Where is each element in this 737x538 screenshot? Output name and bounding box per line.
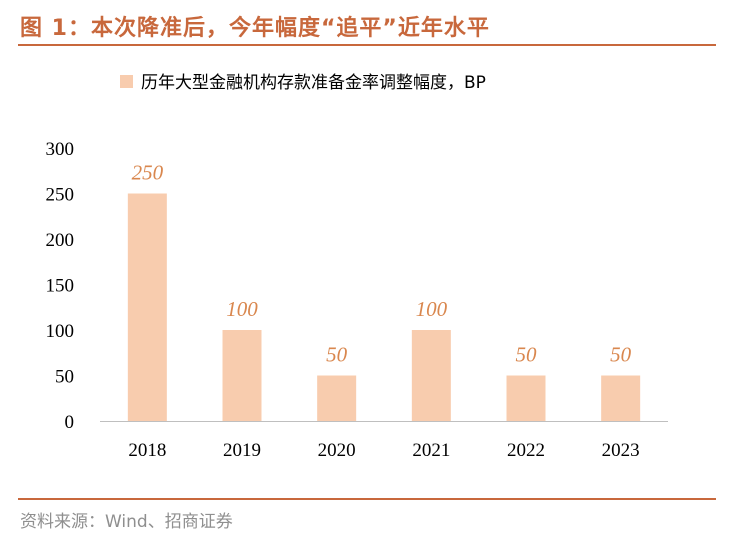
y-axis-ticks: 0 50 100 150 200 250 300 [46,139,75,433]
data-label-2020: 50 [326,343,348,367]
bars [127,193,641,421]
data-label-2019: 100 [226,297,258,321]
x-tick-label-2021: 2021 [412,440,450,461]
bar-2019 [222,330,262,421]
y-tick-label: 100 [46,321,75,342]
x-tick-label-2022: 2022 [507,440,545,461]
x-tick-label-2023: 2023 [602,440,640,461]
x-tick-label-2020: 2020 [318,440,356,461]
figure-title: 图 1：本次降准后，今年幅度“追平”近年水平 [20,16,490,41]
x-tick-label-2018: 2018 [128,440,166,461]
y-tick-label: 150 [46,276,75,297]
y-tick-label: 300 [46,139,75,160]
y-tick-label: 200 [46,230,75,251]
legend-label: 历年大型金融机构存款准备金率调整幅度，BP [141,73,486,93]
bar-2020 [317,375,357,421]
bar-2018 [127,193,167,421]
data-label-2022: 50 [516,343,538,367]
x-axis-ticks: 2018 2019 2020 2021 2022 2023 [128,440,639,461]
source-note: 资料来源：Wind、招商证券 [20,512,233,532]
legend: 历年大型金融机构存款准备金率调整幅度，BP [120,73,486,93]
data-label-2021: 100 [416,297,448,321]
bar-2021 [411,330,451,421]
title-rule [18,44,716,46]
y-tick-label: 50 [55,367,74,388]
data-label-2023: 50 [610,343,632,367]
data-label-2018: 250 [132,161,164,185]
source-rule [18,498,716,500]
data-labels: 250 100 50 100 50 50 [132,161,632,367]
bar-2023 [601,375,641,421]
x-tick-label-2019: 2019 [223,440,261,461]
y-tick-label: 0 [65,412,75,433]
legend-swatch [120,75,133,88]
y-tick-label: 250 [46,185,75,206]
bar-2022 [506,375,546,421]
